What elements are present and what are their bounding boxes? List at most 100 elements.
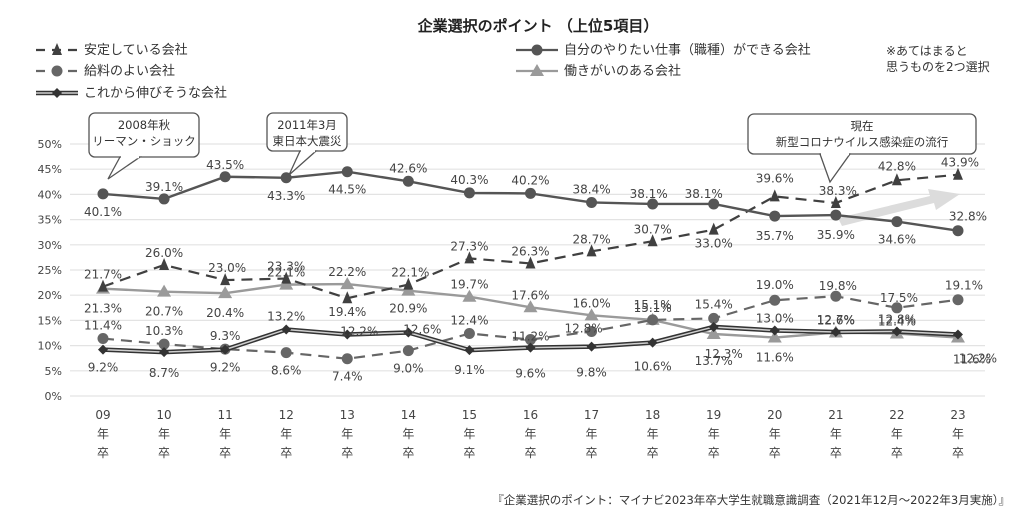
data-point xyxy=(647,198,659,210)
data-label: 9.2% xyxy=(210,361,241,375)
data-label: 19.7% xyxy=(450,278,488,292)
data-label: 12.6% xyxy=(817,313,855,327)
data-point xyxy=(708,198,720,210)
callout-text: 新型コロナウイルス感染症の流行 xyxy=(776,135,949,149)
x-tick-label: 年 xyxy=(219,427,231,441)
data-point xyxy=(158,338,170,350)
x-tick-label: 年 xyxy=(402,427,414,441)
data-point xyxy=(281,271,292,284)
y-tick-label: 0% xyxy=(45,390,62,403)
data-label: 22.1% xyxy=(391,266,429,280)
data-point xyxy=(98,344,108,355)
source-note: 『企業選択のポイント：マイナビ2023年卒大学生就職意識調査（2021年12月～… xyxy=(492,493,1010,507)
data-point xyxy=(891,173,902,186)
callout-text: 2008年秋 xyxy=(118,118,171,132)
data-point xyxy=(462,289,477,302)
x-tick-label: 19 xyxy=(706,408,721,422)
x-tick-label: 18 xyxy=(645,408,660,422)
data-point xyxy=(524,187,536,199)
data-label: 42.6% xyxy=(389,161,427,175)
data-label: 12.8% xyxy=(878,312,916,326)
data-label: 44.5% xyxy=(328,183,366,197)
data-label: 35.7% xyxy=(756,229,794,243)
data-label: 9.3% xyxy=(210,329,241,343)
data-point xyxy=(830,290,842,302)
data-label: 12.4% xyxy=(878,315,916,329)
y-tick-label: 30% xyxy=(38,239,62,252)
x-tick-label: 20 xyxy=(767,408,782,422)
x-tick-label: 年 xyxy=(708,427,720,441)
data-label: 32.8% xyxy=(949,210,987,224)
data-point xyxy=(769,189,780,202)
y-tick-label: 25% xyxy=(38,264,62,277)
data-label: 19.8% xyxy=(819,279,857,293)
data-label: 43.5% xyxy=(206,158,244,172)
data-point xyxy=(952,294,964,306)
x-tick-label: 15 xyxy=(462,408,477,422)
data-label: 11.6% xyxy=(756,351,794,365)
callout-text: 現在 xyxy=(851,119,874,133)
data-point xyxy=(281,324,292,335)
x-tick-label: 卒 xyxy=(97,446,109,460)
data-label: 11.2% xyxy=(511,330,549,344)
data-point xyxy=(159,347,170,358)
data-label: 43.9% xyxy=(941,156,979,170)
legend-item: これから伸びそうな会社 xyxy=(36,85,227,101)
data-label: 10.3% xyxy=(145,324,183,338)
x-tick-label: 卒 xyxy=(341,446,353,460)
x-tick-label: 17 xyxy=(584,408,599,422)
data-label: 26.0% xyxy=(145,246,183,260)
data-point xyxy=(220,344,231,355)
data-label: 38.1% xyxy=(685,187,723,201)
legend-marker xyxy=(52,88,62,98)
data-label: 9.8% xyxy=(576,366,607,380)
data-label: 9.6% xyxy=(515,367,546,381)
data-label: 40.3% xyxy=(450,173,488,187)
data-label: 38.1% xyxy=(630,187,668,201)
data-label: 8.7% xyxy=(149,366,180,380)
x-tick-label: 年 xyxy=(463,427,475,441)
data-label: 28.7% xyxy=(572,232,610,246)
series-0 xyxy=(98,167,963,304)
data-point xyxy=(341,353,353,365)
x-tick-label: 卒 xyxy=(219,446,231,460)
x-tick-label: 年 xyxy=(647,427,659,441)
data-point xyxy=(279,277,294,290)
data-label: 12.8% xyxy=(564,321,602,335)
x-axis-ticks: 09 年卒 10 年卒 11 年卒 12 年卒 13 年卒 14 年卒 15 年卒 16 年卒 17 年卒 18 年卒… xyxy=(95,408,965,460)
data-point xyxy=(157,284,172,297)
x-tick-label: 22 xyxy=(889,408,904,422)
data-point xyxy=(891,216,903,228)
data-point xyxy=(830,195,841,208)
data-label: 7.4% xyxy=(332,370,363,384)
legend-item: 安定している会社 xyxy=(36,42,188,58)
y-tick-label: 15% xyxy=(38,314,62,327)
x-tick-label: 年 xyxy=(280,427,292,441)
data-point xyxy=(524,334,536,346)
x-tick-label: 11 xyxy=(217,408,232,422)
x-tick-label: 卒 xyxy=(463,446,475,460)
data-point xyxy=(403,277,414,290)
data-point xyxy=(586,196,598,208)
chart-title: 企業選択のポイント （上位5項目） xyxy=(417,17,659,35)
data-label: 17.5% xyxy=(880,291,918,305)
data-label: 13.7% xyxy=(695,354,733,368)
data-point xyxy=(647,314,659,326)
legend-label: 給料のよい会社 xyxy=(84,63,175,79)
data-point xyxy=(830,326,841,337)
data-point xyxy=(97,188,109,200)
callout-text: リーマン・ショック xyxy=(92,134,196,148)
legend-label: 自分のやりたい仕事（職種）ができる会社 xyxy=(564,42,811,58)
x-tick-label: 卒 xyxy=(830,446,842,460)
data-point xyxy=(647,234,658,247)
x-tick-label: 卒 xyxy=(402,446,414,460)
legend-marker xyxy=(52,43,62,55)
data-point xyxy=(280,347,292,359)
data-point xyxy=(708,321,719,332)
series-line xyxy=(102,173,959,300)
data-label: 11.4% xyxy=(84,319,122,333)
